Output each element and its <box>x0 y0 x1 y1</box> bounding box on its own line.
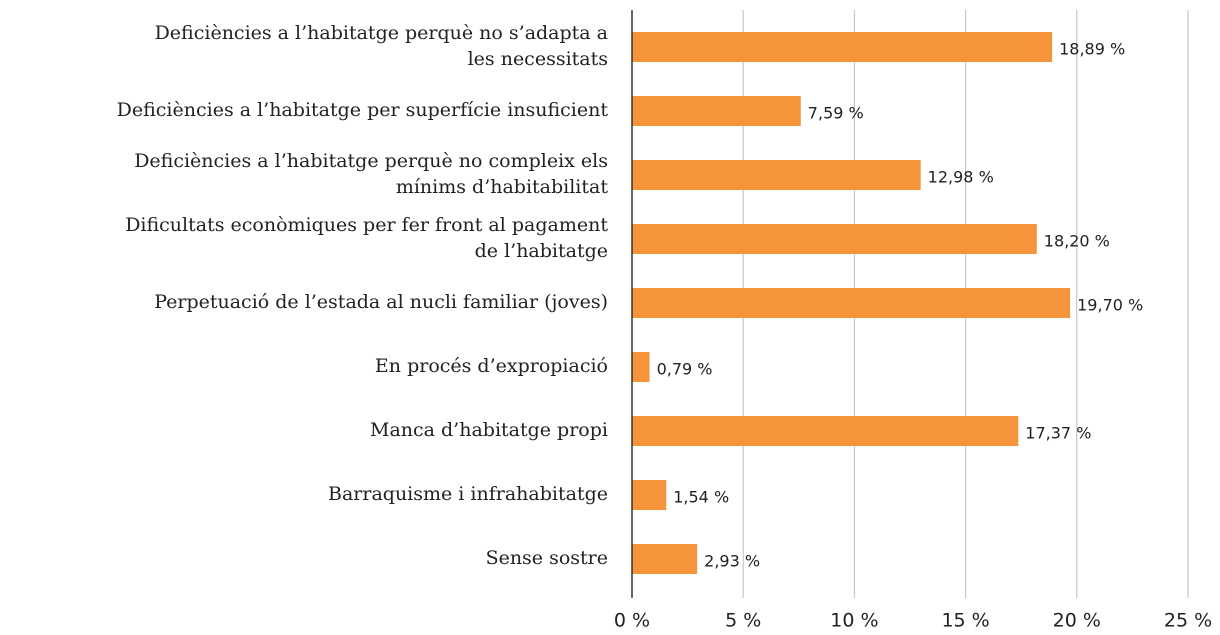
x-tick-label: 25 % <box>1164 610 1212 632</box>
data-label: 12,98 % <box>928 168 994 187</box>
y-tick-label: En procés d’expropiació <box>375 355 608 377</box>
y-tick-label: Sense sostre <box>486 547 608 569</box>
bar <box>632 480 667 510</box>
x-tick-label: 15 % <box>941 610 989 632</box>
bar <box>632 96 801 126</box>
y-tick-label: Barraquisme i infrahabitatge <box>328 483 608 505</box>
bar <box>632 224 1037 254</box>
data-label: 2,93 % <box>704 552 760 571</box>
data-label: 18,89 % <box>1059 40 1125 59</box>
y-tick-label: Manca d’habitatge propi <box>370 419 608 441</box>
x-tick-label: 20 % <box>1053 610 1101 632</box>
bar <box>632 416 1019 446</box>
y-tick-label: Deficiències a l’habitatge perquè no com… <box>134 150 608 198</box>
y-tick-label: Perpetuació de l’estada al nucli familia… <box>154 291 608 313</box>
x-tick-label: 10 % <box>830 610 878 632</box>
x-tick-label: 0 % <box>614 610 650 632</box>
data-label: 1,54 % <box>673 488 729 507</box>
data-label: 7,59 % <box>808 104 864 123</box>
bar <box>632 352 650 382</box>
bar <box>632 288 1071 318</box>
y-tick-label: Deficiències a l’habitatge per superfíci… <box>117 99 609 121</box>
bar <box>632 32 1053 62</box>
data-label: 18,20 % <box>1044 232 1110 251</box>
data-label: 0,79 % <box>657 360 713 379</box>
data-label: 17,37 % <box>1025 424 1091 443</box>
x-tick-label: 5 % <box>725 610 761 632</box>
bar <box>632 544 698 574</box>
y-tick-label: Deficiències a l’habitatge perquè no s’a… <box>155 22 608 70</box>
y-tick-label: Dificultats econòmiques per fer front al… <box>125 214 608 262</box>
bar <box>632 160 921 190</box>
data-label: 19,70 % <box>1077 296 1143 315</box>
